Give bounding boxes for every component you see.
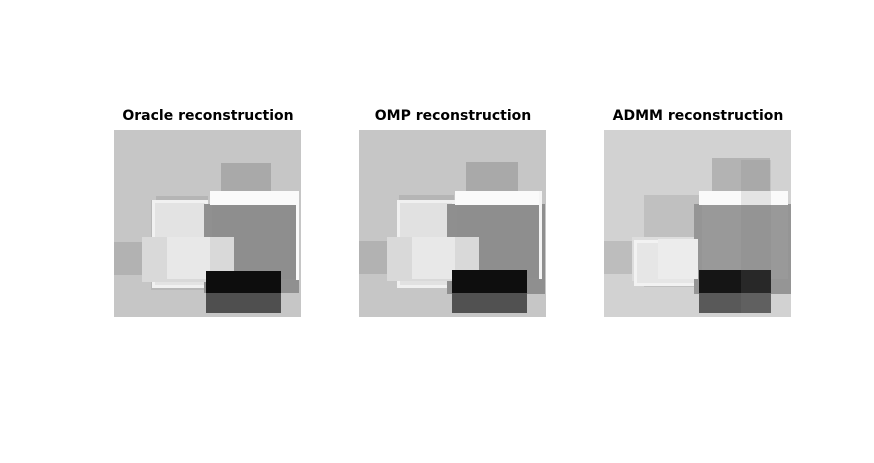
block — [699, 293, 771, 313]
reconstruction-image-omp — [359, 130, 546, 317]
panel-oracle: Oracle reconstruction — [114, 108, 302, 317]
block — [658, 239, 698, 279]
block — [702, 191, 788, 279]
block — [699, 191, 788, 205]
block — [167, 237, 210, 279]
panel-admm: ADMM reconstruction — [604, 108, 792, 317]
block — [539, 191, 542, 279]
panel-title: OMP reconstruction — [374, 108, 532, 124]
block — [412, 237, 455, 279]
block — [206, 271, 281, 295]
block — [210, 191, 296, 205]
reconstruction-image-admm — [604, 130, 791, 317]
panel-omp: OMP reconstruction — [359, 108, 547, 317]
block — [452, 293, 527, 313]
panel-title: Oracle reconstruction — [122, 108, 294, 124]
block — [699, 270, 771, 295]
reconstruction-image-oracle — [114, 130, 301, 317]
block — [452, 270, 527, 295]
block — [206, 293, 281, 313]
block — [296, 191, 299, 280]
panel-title: ADMM reconstruction — [612, 108, 784, 124]
block — [741, 160, 771, 313]
block — [455, 191, 541, 205]
